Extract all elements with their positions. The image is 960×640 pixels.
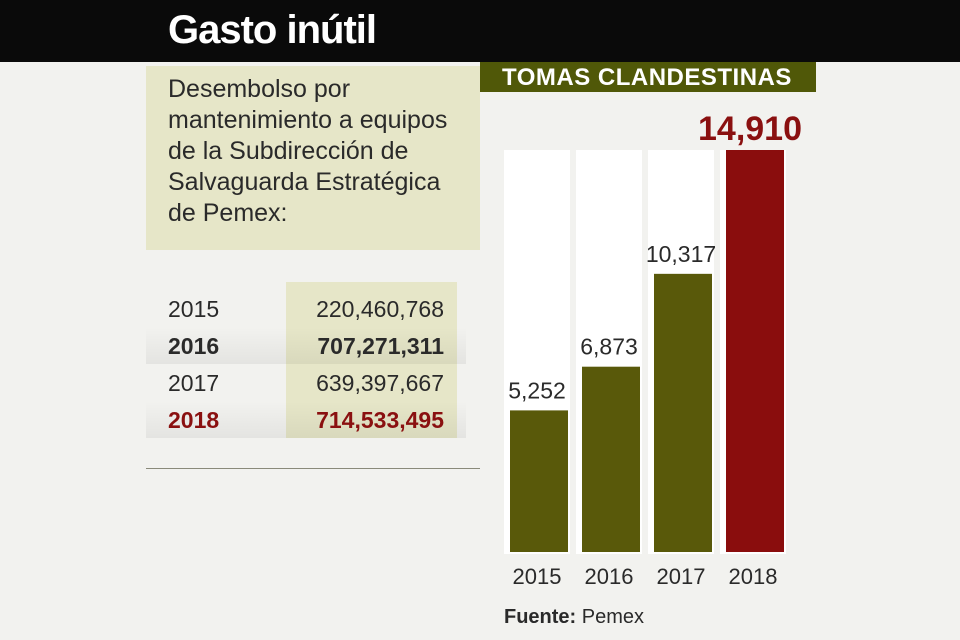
row-year: 2017 — [168, 370, 220, 396]
row-year: 2016 — [168, 333, 220, 359]
row-value: 220,460,768 — [316, 296, 444, 322]
bar-value-label: 5,252 — [508, 377, 566, 403]
source-note: Fuente: Pemex — [504, 606, 644, 629]
source-value: Pemex — [581, 606, 645, 628]
divider — [146, 468, 480, 469]
table-row: 2018 714,533,495 — [146, 401, 466, 438]
bar — [510, 410, 568, 552]
table-row: 2015 220,460,768 — [146, 290, 466, 327]
x-tick-label: 2017 — [657, 564, 706, 589]
page-title: Gasto inútil — [168, 8, 377, 52]
chart-title-banner: TOMAS CLANDESTINAS — [480, 62, 816, 92]
table-row: 2016 707,271,311 — [146, 327, 466, 364]
bar — [582, 366, 640, 552]
row-year: 2018 — [168, 407, 220, 433]
row-value: 714,533,495 — [316, 407, 444, 433]
row-year: 2015 — [168, 296, 220, 322]
bar-value-label: 14,910 — [698, 110, 802, 148]
x-tick-label: 2016 — [585, 564, 634, 589]
row-value: 639,397,667 — [316, 370, 444, 396]
description-box — [146, 66, 480, 250]
description-text: Desembolso por mantenimiento a equipos d… — [168, 75, 448, 227]
x-tick-label: 2015 — [513, 564, 562, 589]
bar-value-label: 10,317 — [646, 241, 716, 267]
bar — [654, 273, 712, 552]
x-tick-label: 2018 — [729, 564, 778, 589]
source-label: Fuente: — [504, 606, 577, 628]
row-value: 707,271,311 — [317, 333, 444, 359]
value-column-bg — [286, 282, 457, 438]
table-row: 2017 639,397,667 — [146, 364, 466, 401]
title-bar: Gasto inútil — [0, 0, 960, 62]
bar — [726, 150, 784, 552]
bar-value-label: 6,873 — [580, 334, 638, 360]
chart-title: TOMAS CLANDESTINAS — [502, 64, 792, 91]
